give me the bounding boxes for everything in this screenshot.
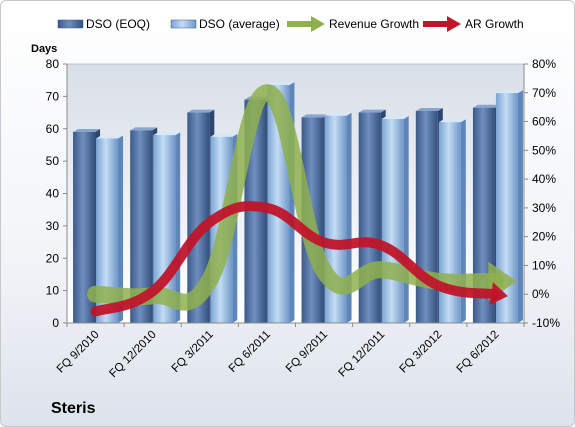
bar-top xyxy=(324,112,352,116)
left-tick-label: 70 xyxy=(46,89,60,103)
right-tick-label: 0% xyxy=(532,287,550,301)
bar-top xyxy=(495,90,523,94)
bar-top xyxy=(267,82,295,86)
bar-top xyxy=(96,135,124,139)
company-name: Steris xyxy=(51,400,96,417)
bar-top xyxy=(187,109,215,113)
legend-arrowhead xyxy=(311,16,325,32)
x-tick-label: FQ 12/2011 xyxy=(336,329,387,380)
bar-dso-eoq xyxy=(415,110,438,323)
legend-label: AR Growth xyxy=(465,17,524,31)
right-tick-label: 10% xyxy=(532,258,556,272)
bar-side xyxy=(460,119,466,324)
bar-top xyxy=(301,114,329,118)
ar-growth-line xyxy=(90,201,501,317)
right-tick-label: 20% xyxy=(532,230,556,244)
x-tick-label: FQ 9/2010 xyxy=(55,329,102,376)
bar-dso-eoq xyxy=(130,130,153,323)
left-tick-label: 60 xyxy=(46,122,60,136)
legend-label: DSO (EOQ) xyxy=(86,17,150,31)
bar-dso-average xyxy=(381,119,404,323)
right-tick-label: 80% xyxy=(532,57,556,71)
bar-top xyxy=(381,116,409,120)
right-tick-label: 70% xyxy=(532,86,556,100)
right-tick-label: 60% xyxy=(532,115,556,129)
bar-top xyxy=(153,132,181,136)
revenue-growth-line xyxy=(87,84,504,311)
x-tick-label: FQ 6/2012 xyxy=(455,329,502,376)
left-tick-label: 40 xyxy=(46,187,60,201)
bar-top xyxy=(130,127,158,131)
y-axis-title: Days xyxy=(31,43,57,55)
x-tick-label: FQ 3/2012 xyxy=(398,329,445,376)
ar-growth-arrowhead xyxy=(489,282,508,305)
x-tick-label: FQ 9/2011 xyxy=(284,329,330,375)
right-tick-label: 30% xyxy=(532,201,556,215)
legend-label: DSO (average) xyxy=(199,17,280,31)
bar-dso-eoq xyxy=(187,112,210,323)
x-axis: FQ 9/2010 FQ 12/2010 FQ 3/2011 FQ 6/2011 FQ … xyxy=(55,322,525,380)
bar-top xyxy=(472,104,500,108)
bar-side xyxy=(175,132,181,323)
bar-dso-average xyxy=(438,122,461,324)
right-tick-label: 50% xyxy=(532,143,556,157)
bar-dso-average xyxy=(495,93,518,323)
legend-arrowhead xyxy=(447,16,461,32)
right-tick-label: 40% xyxy=(532,172,556,186)
x-tick-label: FQ 3/2011 xyxy=(170,329,216,375)
legend-swatch xyxy=(57,19,84,29)
left-tick-label: 30 xyxy=(46,219,60,233)
growth-lines xyxy=(87,84,517,317)
bar-top xyxy=(73,128,101,132)
bar-dso-eoq xyxy=(73,131,96,323)
bar-dso-eoq xyxy=(358,112,381,323)
left-tick-label: 20 xyxy=(46,251,60,265)
bar-top xyxy=(438,119,466,123)
legend: DSO (EOQ) DSO (average) Revenue Growth AR G… xyxy=(57,16,524,32)
left-tick-label: 50 xyxy=(46,154,60,168)
left-tick-label: 80 xyxy=(46,57,60,71)
bar-side xyxy=(346,112,352,323)
bar-top xyxy=(358,109,386,113)
x-tick-label: FQ 6/2011 xyxy=(227,329,273,375)
legend-swatch xyxy=(170,19,197,29)
bar-dso-average xyxy=(96,138,119,323)
bar-top xyxy=(210,133,238,137)
left-tick-label: 0 xyxy=(52,316,59,330)
left-axis: 0 10 20 30 40 50 60 70 80 xyxy=(46,57,68,330)
bar-side xyxy=(403,116,409,323)
legend-label: Revenue Growth xyxy=(329,17,419,31)
bar-side xyxy=(118,135,124,323)
right-tick-label: -10% xyxy=(532,316,560,330)
x-tick-label: FQ 12/2010 xyxy=(107,329,158,380)
bar-side xyxy=(517,90,523,323)
bar-top xyxy=(415,107,443,111)
right-axis: -10% 0% 10% 20% 30% 40% 50% 60% 70% 80% xyxy=(523,57,560,330)
left-tick-label: 10 xyxy=(46,284,60,298)
